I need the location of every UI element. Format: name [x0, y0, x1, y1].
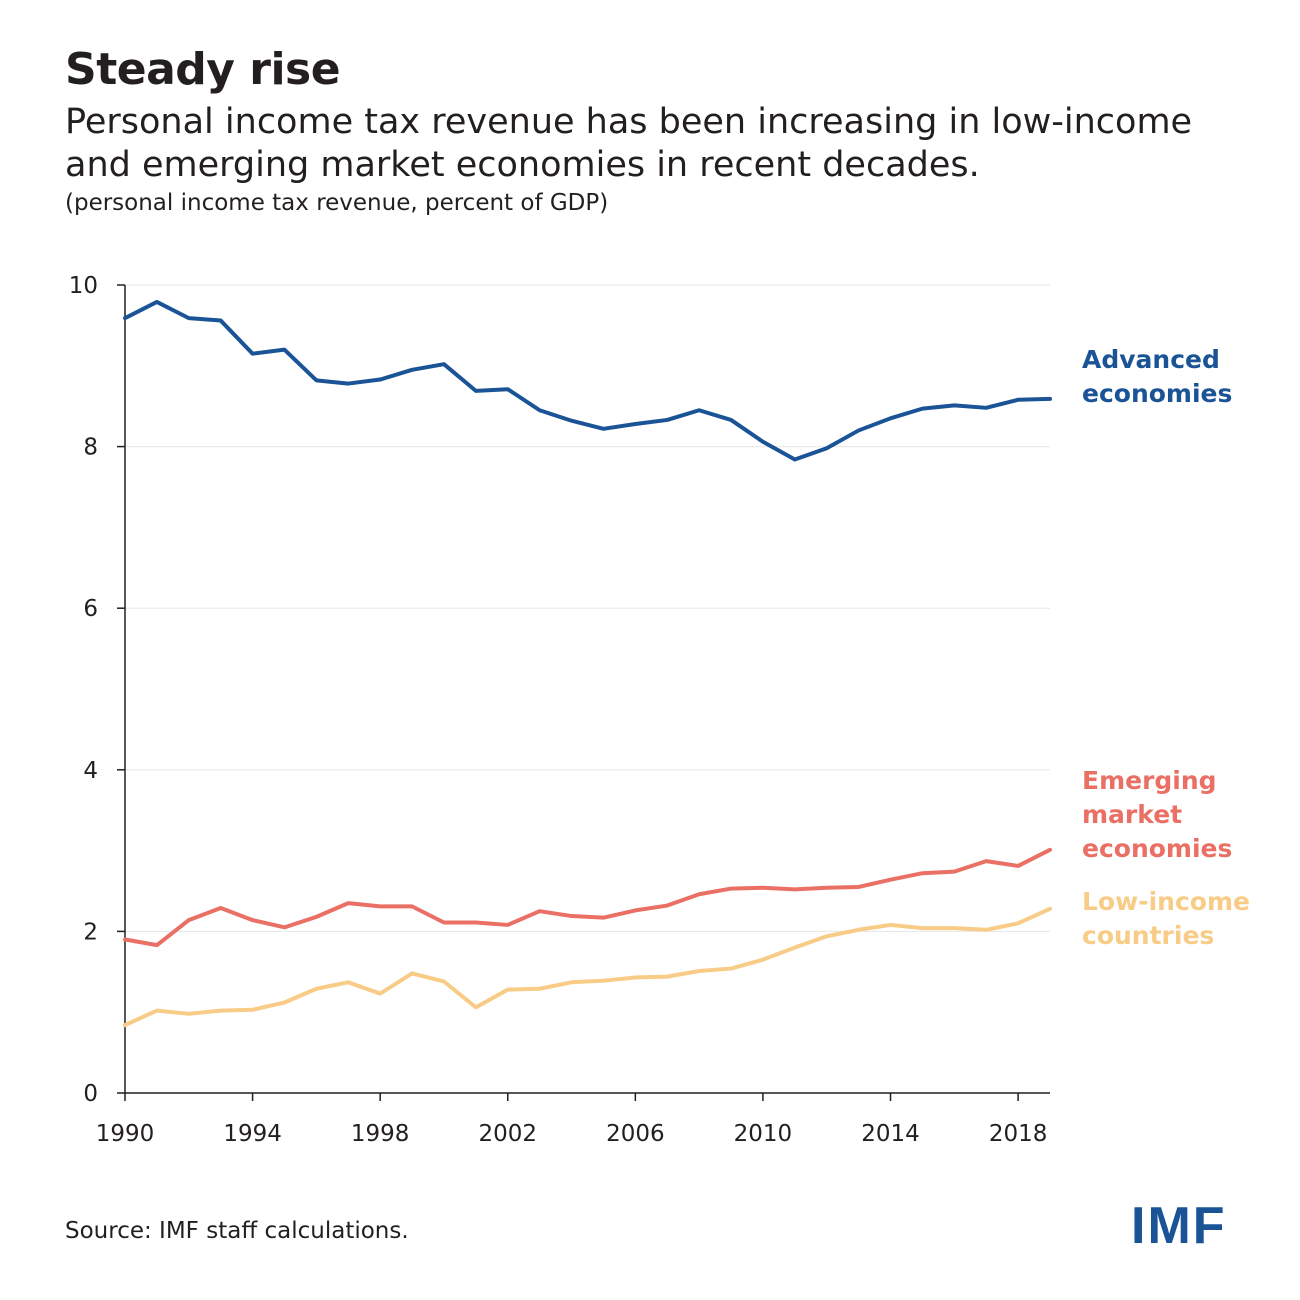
series-label-low-income: Low-income countries — [1082, 887, 1250, 950]
x-tick-label: 2006 — [606, 1121, 665, 1147]
series-label-emerging: Emerging market economies — [1082, 766, 1232, 863]
chart-title: Steady rise — [65, 44, 341, 95]
series-label-line: economies — [1082, 379, 1232, 408]
y-tick-label: 10 — [69, 273, 98, 299]
series-line-emerging — [123, 847, 1052, 948]
gridlines — [125, 284, 1050, 932]
x-tick-label: 2018 — [989, 1121, 1048, 1147]
y-tick-label: 2 — [83, 919, 98, 945]
source-note: Source: IMF staff calculations. — [65, 1218, 409, 1244]
x-tick-label: 1998 — [351, 1121, 410, 1147]
x-tick-label: 2010 — [734, 1121, 793, 1147]
imf-logo: IMF — [1131, 1197, 1227, 1255]
x-tick-label: 1990 — [96, 1121, 155, 1147]
x-tick-label: 2014 — [861, 1121, 920, 1147]
y-tick-label: 6 — [83, 596, 98, 622]
axes: 0 2 4 6 8 10 1990 1994 1998 2002 2006 2010 2014 2018 — [69, 273, 1050, 1147]
units-label: (personal income tax revenue, percent of… — [65, 190, 609, 216]
series-label-line: Low-income — [1082, 887, 1250, 916]
x-tick-label: 1994 — [223, 1121, 282, 1147]
chart-subtitle: Personal income tax revenue has been inc… — [65, 102, 1193, 185]
series-line-low-income — [123, 906, 1052, 1028]
y-tick-label: 8 — [83, 435, 98, 461]
series-label-line: Emerging — [1082, 766, 1217, 795]
x-tick-label: 2002 — [478, 1121, 537, 1147]
series-label-line: countries — [1082, 921, 1214, 950]
series-line-advanced — [123, 299, 1052, 462]
series-lines — [123, 299, 1052, 1028]
y-tick-label: 4 — [83, 758, 98, 784]
series-label-line: Advanced — [1082, 345, 1220, 374]
y-tick-label: 0 — [83, 1081, 98, 1107]
series-labels: Advanced economies Emerging market economies… — [1082, 345, 1250, 950]
series-label-line: market — [1082, 800, 1182, 829]
series-label-line: economies — [1082, 834, 1232, 863]
series-label-advanced: Advanced economies — [1082, 345, 1232, 408]
